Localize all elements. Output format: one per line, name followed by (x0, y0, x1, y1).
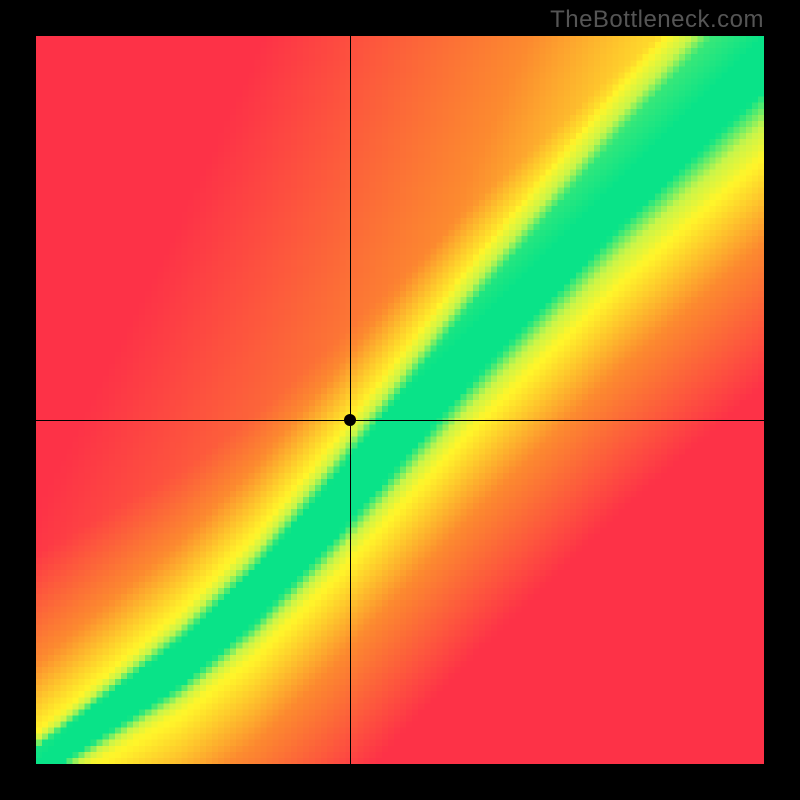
chart-container: TheBottleneck.com (0, 0, 800, 800)
bottleneck-heatmap (36, 36, 764, 764)
watermark-text: TheBottleneck.com (550, 6, 764, 34)
